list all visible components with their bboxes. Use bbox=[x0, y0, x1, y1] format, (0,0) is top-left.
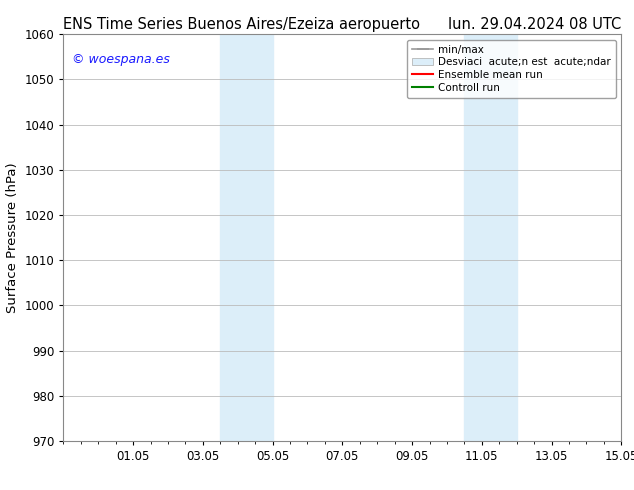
Text: © woespana.es: © woespana.es bbox=[72, 52, 170, 66]
Y-axis label: Surface Pressure (hPa): Surface Pressure (hPa) bbox=[6, 162, 19, 313]
Bar bbox=[221, 34, 273, 441]
Text: ENS Time Series Buenos Aires/Ezeiza aeropuerto: ENS Time Series Buenos Aires/Ezeiza aero… bbox=[63, 17, 420, 32]
Text: lun. 29.04.2024 08 UTC: lun. 29.04.2024 08 UTC bbox=[448, 17, 621, 32]
Bar bbox=[464, 34, 517, 441]
Legend: min/max, Desviaci  acute;n est  acute;ndar, Ensemble mean run, Controll run: min/max, Desviaci acute;n est acute;ndar… bbox=[407, 40, 616, 98]
